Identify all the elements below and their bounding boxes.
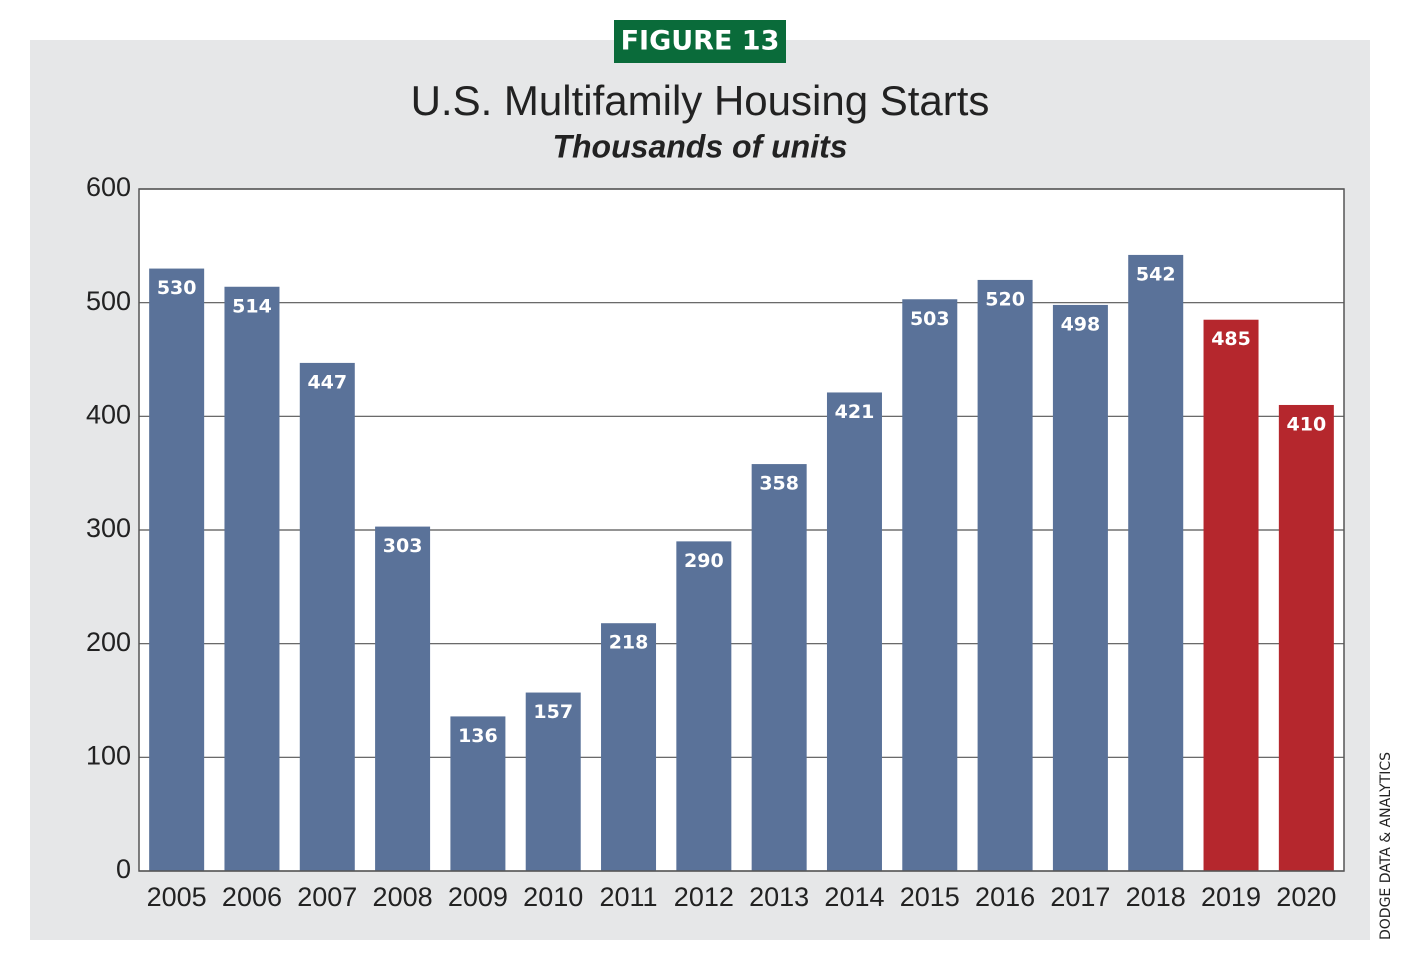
bar xyxy=(1128,254,1184,872)
x-tick-label: 2011 xyxy=(600,882,658,912)
bar xyxy=(299,362,355,871)
bar xyxy=(1052,304,1108,871)
y-tick-label: 0 xyxy=(116,854,131,884)
x-tick-label: 2005 xyxy=(147,882,207,912)
y-tick-label: 300 xyxy=(86,513,131,543)
bar xyxy=(525,692,581,871)
bar xyxy=(450,716,506,871)
value-label: 542 xyxy=(1136,263,1176,285)
x-tick-label: 2006 xyxy=(222,882,282,912)
x-tick-label: 2019 xyxy=(1201,882,1261,912)
value-label: 503 xyxy=(910,308,950,330)
chart-title: U.S. Multifamily Housing Starts xyxy=(411,77,990,124)
value-label: 218 xyxy=(609,632,649,654)
bar xyxy=(224,286,280,872)
y-tick-label: 100 xyxy=(86,740,131,770)
chart-subtitle: Thousands of units xyxy=(552,128,847,164)
x-tick-label: 2018 xyxy=(1126,882,1186,912)
bar xyxy=(375,526,431,871)
x-tick-label: 2016 xyxy=(975,882,1035,912)
value-label: 303 xyxy=(383,535,423,557)
bar xyxy=(1203,319,1259,871)
value-label: 410 xyxy=(1287,413,1327,435)
value-label: 358 xyxy=(759,473,799,495)
y-tick-label: 200 xyxy=(86,627,131,657)
value-label: 498 xyxy=(1061,313,1101,335)
value-label: 157 xyxy=(533,701,573,723)
bar xyxy=(1278,404,1334,871)
bar xyxy=(751,464,807,871)
x-tick-label: 2014 xyxy=(824,882,884,912)
figure-badge xyxy=(614,20,786,63)
x-tick-label: 2010 xyxy=(523,882,583,912)
x-tick-label: 2012 xyxy=(674,882,734,912)
x-tick-label: 2013 xyxy=(749,882,809,912)
bar xyxy=(601,623,657,871)
bar xyxy=(826,392,882,871)
bar xyxy=(149,268,205,872)
plot-border xyxy=(138,188,1345,872)
bar xyxy=(902,299,958,871)
y-tick-label: 500 xyxy=(86,286,131,316)
y-tick-label: 600 xyxy=(86,172,131,202)
x-tick-label: 2009 xyxy=(448,882,508,912)
y-tick-label: 400 xyxy=(86,399,131,429)
value-label: 485 xyxy=(1211,328,1251,350)
x-tick-label: 2017 xyxy=(1050,882,1110,912)
x-tick-label: 2020 xyxy=(1276,882,1336,912)
bar xyxy=(676,541,732,871)
x-tick-label: 2007 xyxy=(297,882,357,912)
value-label: 290 xyxy=(684,550,724,572)
value-label: 421 xyxy=(835,401,875,423)
value-label: 514 xyxy=(232,295,272,317)
x-tick-label: 2008 xyxy=(373,882,433,912)
value-label: 530 xyxy=(157,277,197,299)
x-tick-label: 2015 xyxy=(900,882,960,912)
value-label: 447 xyxy=(307,371,347,393)
value-label: 136 xyxy=(458,725,498,747)
value-label: 520 xyxy=(985,288,1025,310)
source: DODGE DATA & ANALYTICS xyxy=(1378,752,1394,940)
bar xyxy=(977,279,1033,871)
figure-label: FIGURE 13 xyxy=(621,26,780,57)
